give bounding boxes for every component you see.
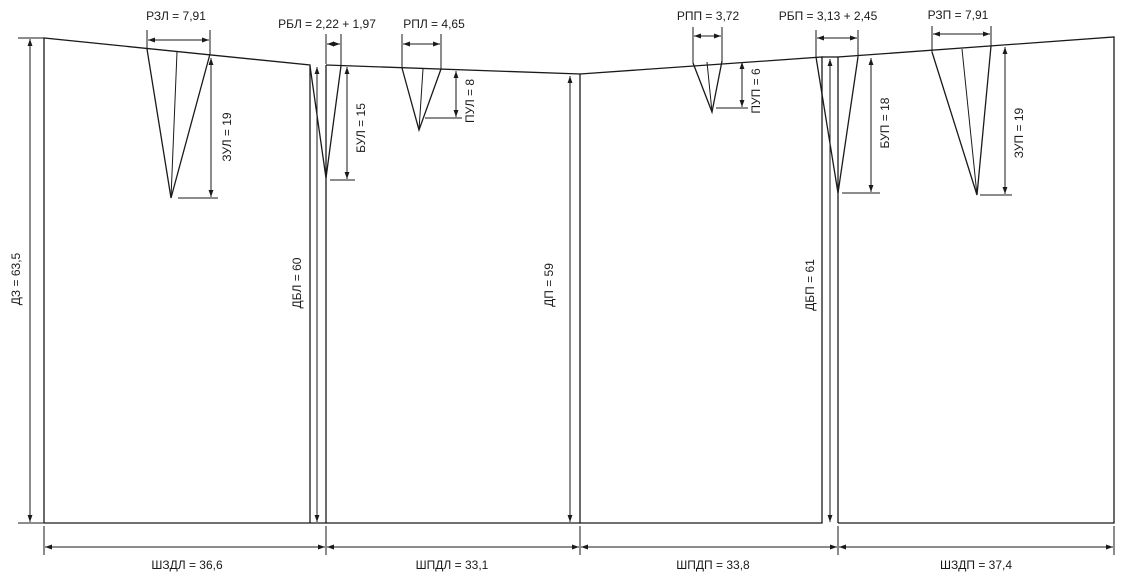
label-dz: ДЗ = 63,5 [9, 252, 23, 305]
dim-bottom [43, 526, 1115, 555]
dim-bul [330, 67, 355, 181]
dart-front-left [401, 67, 442, 133]
panel-front-left [325, 64, 581, 524]
dim-rpl [401, 34, 442, 69]
label-rpp: РПП = 3,72 [677, 9, 740, 23]
dim-pul [425, 71, 462, 119]
dim-rzl [146, 30, 211, 55]
label-pup: ПУП = 6 [749, 68, 763, 114]
label-dbp: ДБП = 61 [803, 259, 817, 311]
label-dp: ДП = 59 [542, 263, 556, 307]
panel-front-right [579, 56, 838, 524]
label-rbl: РБЛ = 2,22 + 1,97 [278, 17, 376, 31]
label-bup: БУП = 18 [878, 97, 892, 148]
label-shpdl: ШПДЛ = 33,1 [416, 558, 489, 572]
panel-back-left [43, 37, 327, 524]
label-rzp: РЗП = 7,91 [928, 8, 989, 22]
dim-rbl [325, 34, 342, 66]
label-zup: ЗУП = 19 [1012, 107, 1026, 158]
dart-back-right [931, 45, 992, 196]
dim-rpp [692, 27, 723, 63]
label-shzdp: ШЗДП = 37,4 [940, 558, 1012, 572]
label-shpdp: ШПДП = 33,8 [676, 558, 750, 572]
label-dbl: ДБЛ = 60 [290, 257, 304, 308]
label-zul: ЗУЛ = 19 [220, 112, 234, 162]
dart-side-right [815, 56, 859, 194]
label-rzl: РЗЛ = 7,91 [146, 9, 206, 23]
dim-bup [842, 58, 880, 194]
dim-rbp [815, 30, 859, 57]
dart-front-right [692, 60, 723, 115]
label-rbp: РБП = 3,13 + 2,45 [779, 9, 878, 23]
label-rpl: РПЛ = 4,65 [403, 17, 465, 31]
panel-back-right [837, 36, 1115, 524]
label-shzdl: ШЗДЛ = 36,6 [151, 558, 223, 572]
dim-rzp [931, 26, 992, 52]
dim-pup [716, 62, 748, 109]
dart-back-left [146, 48, 211, 199]
dim-zul [178, 58, 218, 199]
label-pul: ПУЛ = 8 [463, 79, 477, 123]
label-bul: БУЛ = 15 [354, 103, 368, 153]
dim-zup [980, 47, 1012, 196]
dim-dz [18, 37, 44, 524]
